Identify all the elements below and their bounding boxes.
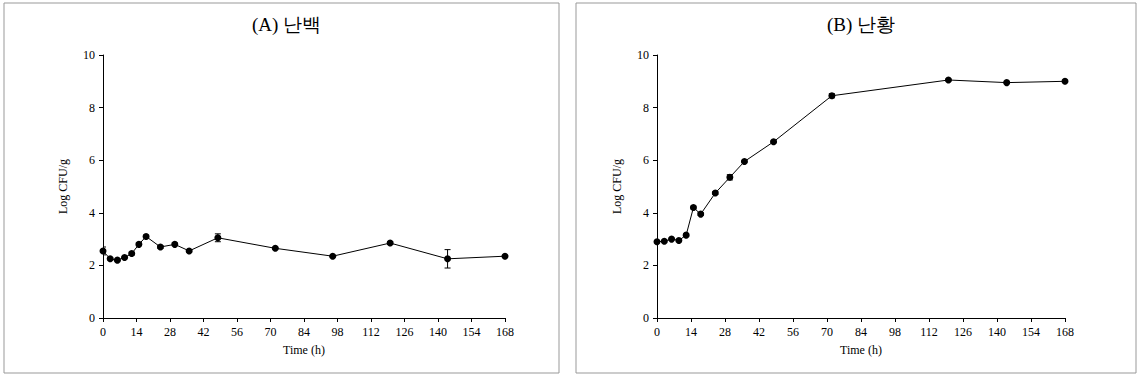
svg-text:10: 10 (637, 48, 649, 62)
svg-text:98: 98 (332, 325, 344, 339)
svg-text:4: 4 (89, 206, 95, 220)
svg-text:14: 14 (131, 325, 143, 339)
svg-text:42: 42 (198, 325, 210, 339)
svg-text:2: 2 (89, 258, 95, 272)
svg-text:70: 70 (265, 325, 277, 339)
svg-text:4: 4 (643, 206, 649, 220)
svg-text:6: 6 (89, 153, 95, 167)
svg-text:Log CFU/g: Log CFU/g (56, 159, 70, 214)
svg-text:56: 56 (231, 325, 243, 339)
svg-text:126: 126 (954, 325, 972, 339)
svg-text:2: 2 (643, 258, 649, 272)
svg-text:0: 0 (89, 311, 95, 325)
svg-text:10: 10 (83, 48, 95, 62)
svg-text:0: 0 (654, 325, 660, 339)
svg-text:Log CFU/g: Log CFU/g (610, 159, 624, 214)
svg-text:(B) 난황: (B) 난황 (827, 14, 895, 36)
svg-text:0: 0 (643, 311, 649, 325)
svg-text:98: 98 (889, 325, 901, 339)
svg-text:8: 8 (643, 101, 649, 115)
svg-text:168: 168 (496, 325, 514, 339)
svg-text:42: 42 (753, 325, 765, 339)
svg-text:Time (h): Time (h) (840, 343, 882, 357)
svg-text:126: 126 (396, 325, 414, 339)
svg-text:70: 70 (821, 325, 833, 339)
svg-text:(A) 난백: (A) 난백 (252, 14, 321, 36)
svg-text:84: 84 (855, 325, 867, 339)
svg-text:154: 154 (463, 325, 481, 339)
svg-text:168: 168 (1056, 325, 1074, 339)
svg-text:56: 56 (787, 325, 799, 339)
svg-text:Time (h): Time (h) (283, 343, 325, 357)
svg-text:0: 0 (100, 325, 106, 339)
svg-text:112: 112 (920, 325, 938, 339)
svg-text:154: 154 (1022, 325, 1040, 339)
svg-text:14: 14 (685, 325, 697, 339)
svg-text:28: 28 (164, 325, 176, 339)
svg-text:140: 140 (429, 325, 447, 339)
svg-text:8: 8 (89, 101, 95, 115)
svg-text:140: 140 (988, 325, 1006, 339)
svg-text:28: 28 (719, 325, 731, 339)
svg-text:112: 112 (362, 325, 380, 339)
svg-text:6: 6 (643, 153, 649, 167)
svg-text:84: 84 (298, 325, 310, 339)
